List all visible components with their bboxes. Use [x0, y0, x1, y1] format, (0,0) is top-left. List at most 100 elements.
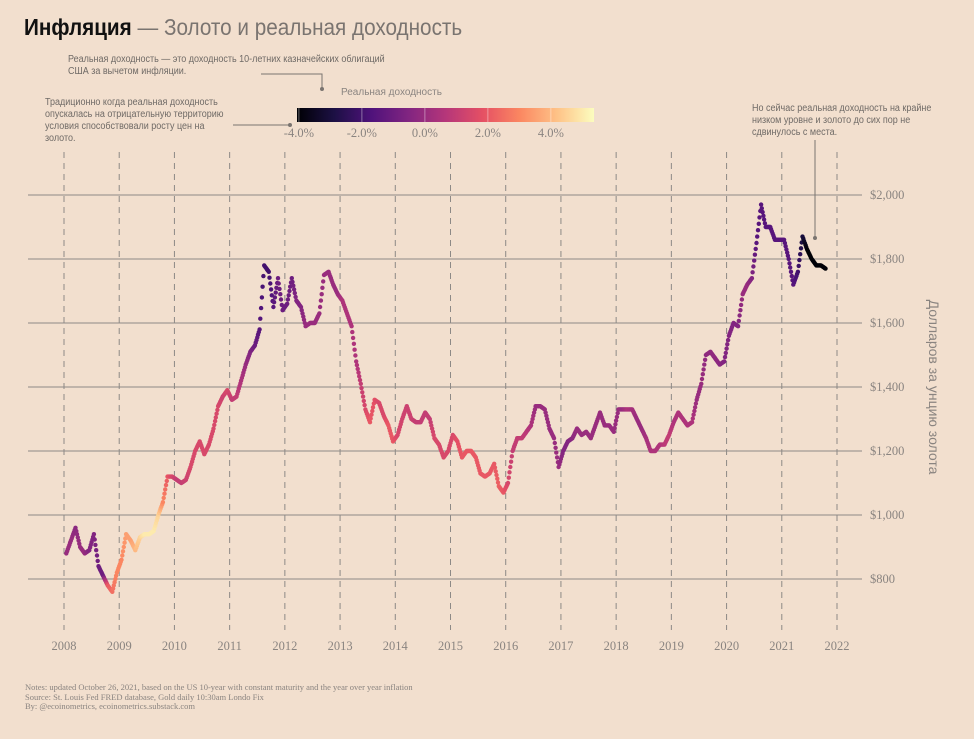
data-point [361, 398, 366, 404]
data-point [287, 288, 292, 294]
data-point [753, 246, 758, 252]
data-point [268, 281, 273, 286]
data-point [702, 362, 707, 367]
notes: Notes: updated October 26, 2021, based o… [25, 682, 413, 712]
data-point [273, 290, 278, 295]
colorbar [297, 108, 594, 122]
data-point [796, 263, 801, 269]
colorbar-title: Реальная доходность [341, 87, 442, 98]
source-line: Source: St. Louis Fed FRED database, Gol… [25, 691, 264, 702]
data-point [759, 206, 764, 211]
data-point [699, 381, 704, 386]
data-point [495, 480, 501, 485]
data-point [552, 440, 557, 446]
y-tick-label: $1,800 [870, 252, 904, 266]
data-point [797, 257, 802, 263]
data-point [614, 414, 620, 420]
y-tick-label: $2,000 [870, 188, 904, 202]
data-point [279, 302, 284, 308]
connector-dot [813, 236, 817, 240]
data-point [357, 377, 363, 383]
data-point [735, 324, 741, 329]
data-point [350, 335, 356, 341]
data-point [214, 411, 219, 416]
data-point [492, 461, 497, 466]
data-point [789, 273, 794, 279]
data-point [94, 548, 99, 553]
data-point [351, 341, 357, 346]
connector-dot [320, 87, 324, 91]
data-point [290, 279, 295, 285]
data-point [267, 275, 272, 280]
data-point [119, 557, 124, 562]
data-point [722, 359, 727, 364]
data-point [360, 394, 366, 399]
data-points [64, 202, 828, 594]
data-point [493, 469, 498, 474]
data-point [701, 367, 706, 372]
connector-dot [288, 123, 292, 127]
data-point [611, 429, 616, 434]
data-point [736, 318, 741, 324]
data-point [211, 426, 216, 431]
data-point [613, 418, 619, 423]
data-point [798, 252, 803, 257]
colorbar-tick-label: 0.0% [412, 126, 438, 140]
data-point [271, 304, 276, 310]
data-point [276, 281, 281, 286]
data-point [752, 252, 758, 257]
data-point [612, 425, 617, 431]
data-point [690, 416, 695, 421]
data-point [163, 487, 168, 492]
connector-definition [261, 73, 323, 89]
data-point [725, 342, 730, 347]
data-point [615, 410, 620, 416]
data-point [693, 401, 699, 406]
data-point [277, 286, 282, 292]
data-point [161, 495, 166, 501]
x-tick-label: 2022 [825, 639, 850, 653]
data-point [318, 298, 324, 303]
x-tick-label: 2020 [714, 639, 739, 653]
data-point [292, 290, 297, 296]
chart-title: Инфляция — Золото и реальная доходность [24, 14, 462, 41]
data-point [95, 558, 100, 564]
notes-line: Notes: updated October 26, 2021, based o… [25, 682, 413, 692]
data-point [692, 408, 697, 414]
data-point [92, 537, 97, 542]
data-point [754, 240, 759, 246]
x-tick-label: 2010 [162, 639, 187, 653]
data-point [723, 350, 728, 356]
data-point [507, 470, 512, 475]
data-point [350, 329, 355, 335]
data-point [260, 284, 265, 289]
x-tick-label: 2014 [383, 639, 409, 653]
data-point [495, 476, 500, 481]
x-tick-label: 2012 [272, 639, 297, 653]
data-point [758, 202, 764, 207]
data-point [554, 450, 559, 455]
data-point [212, 418, 218, 424]
data-point [691, 412, 696, 417]
data-point [269, 293, 274, 298]
data-point [286, 293, 291, 298]
data-point [215, 407, 220, 413]
data-point [271, 300, 277, 305]
data-point [317, 311, 322, 316]
data-point [738, 302, 744, 308]
data-point [505, 480, 511, 486]
data-point [509, 454, 514, 459]
data-point [320, 285, 325, 290]
data-point [506, 475, 511, 480]
data-point [357, 374, 362, 379]
data-point [702, 357, 708, 362]
colorbar-tick-label: -2.0% [347, 126, 377, 140]
x-tick-label: 2018 [604, 639, 629, 653]
data-point [761, 217, 767, 222]
data-point [93, 542, 98, 548]
data-point [362, 402, 367, 408]
data-point [692, 405, 698, 410]
data-point [749, 276, 755, 281]
data-point [258, 316, 263, 321]
